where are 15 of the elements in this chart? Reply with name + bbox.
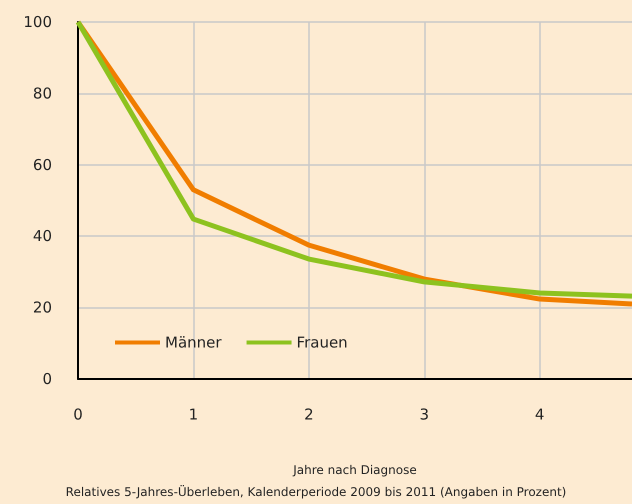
y-tick-label: 20 [32, 298, 52, 317]
x-tick-label: 1 [188, 406, 198, 424]
legend-label: Männer [165, 334, 222, 352]
x-tick-label: 0 [73, 406, 83, 424]
x-tick-label: 2 [304, 406, 314, 424]
x-tick-label: 3 [419, 406, 430, 424]
x-axis-title: Jahre nach Diagnose [292, 463, 417, 477]
x-tick-label: 4 [534, 406, 544, 424]
text: Relatives 5-Jahres-Überleben, Kalenderperiode 2009 bis 2011 (Angaben in Prozent) [66, 485, 566, 499]
y-tick-label: 80 [32, 84, 52, 102]
y-tick-label: 60 [32, 156, 52, 174]
y-tick-label: 100 [23, 13, 52, 31]
y-tick-label: 40 [32, 227, 52, 246]
legend-label: Frauen [296, 334, 348, 352]
y-tick-label: 0 [42, 370, 52, 388]
